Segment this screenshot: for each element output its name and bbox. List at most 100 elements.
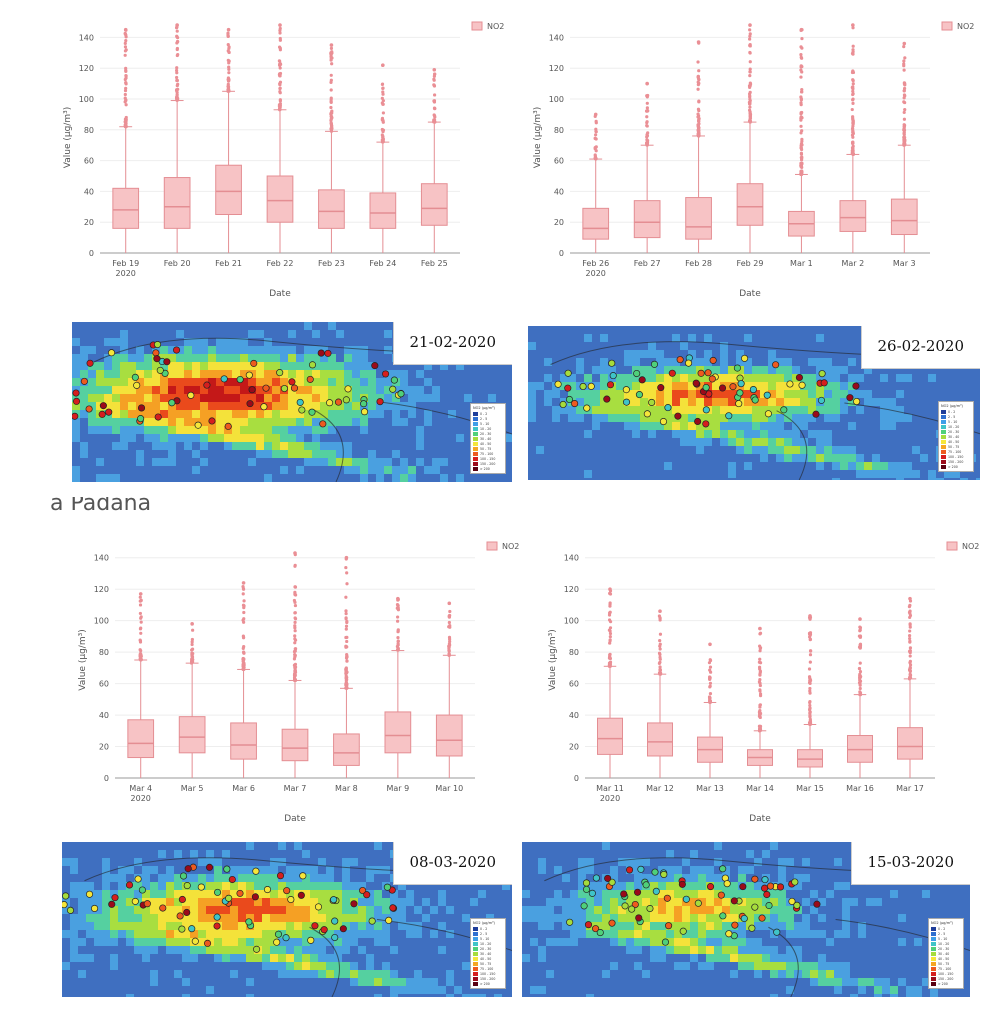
heat-cell [294, 978, 302, 986]
heat-cell [640, 470, 648, 478]
heat-cell [86, 938, 94, 946]
y-tick-label: 80 [84, 126, 94, 135]
heat-cell [262, 850, 270, 858]
heat-cell [448, 370, 456, 378]
heat-cell [422, 914, 430, 922]
heat-cell [278, 850, 286, 858]
heat-cell [72, 474, 80, 482]
heat-cell [262, 858, 270, 866]
heat-cell [342, 978, 350, 986]
heat-cell [86, 962, 94, 970]
heat-cell [400, 378, 408, 386]
heat-cell [318, 962, 326, 970]
monitoring-station [709, 356, 717, 364]
heat-cell [126, 906, 134, 914]
heat-cell [80, 402, 88, 410]
heat-cell [552, 398, 560, 406]
heat-cell [712, 342, 720, 350]
outlier-point [293, 673, 297, 677]
heat-cell [560, 406, 568, 414]
legend-swatch [473, 416, 478, 421]
heat-cell [422, 954, 430, 962]
heat-cell [70, 978, 78, 986]
heat-cell [336, 378, 344, 386]
heat-cell [238, 938, 246, 946]
heat-cell [744, 390, 752, 398]
heat-cell [584, 470, 592, 478]
heat-cell [326, 978, 334, 986]
heat-cell [158, 898, 166, 906]
heat-cell [104, 402, 112, 410]
heat-cell [422, 938, 430, 946]
heat-cell [342, 938, 350, 946]
heat-cell [552, 350, 560, 358]
heat-cell [616, 398, 624, 406]
heat-cell [174, 866, 182, 874]
heat-cell [440, 450, 448, 458]
heat-cell [720, 422, 728, 430]
heat-cell [80, 386, 88, 394]
heat-cell [262, 874, 270, 882]
heat-cell [206, 930, 214, 938]
heat-cell [352, 434, 360, 442]
heat-cell [656, 398, 664, 406]
y-tick-label: 60 [554, 157, 564, 166]
heat-cell [440, 426, 448, 434]
monitoring-station [818, 370, 826, 378]
heat-cell [270, 890, 278, 898]
heat-cell [102, 922, 110, 930]
outlier-point [808, 691, 812, 695]
heat-cell [254, 906, 262, 914]
heat-cell [208, 402, 216, 410]
heat-cell [334, 842, 342, 850]
heat-cell [400, 386, 408, 394]
box-iqr [597, 717, 623, 755]
outlier-point [658, 642, 662, 646]
legend-range-label: > 200 [948, 464, 958, 469]
legend-swatch [941, 414, 946, 419]
heat-cell [70, 922, 78, 930]
heat-cell [456, 370, 464, 378]
heat-cell [174, 946, 182, 954]
heat-cell [384, 466, 392, 474]
heat-cell [432, 450, 440, 458]
heat-cell [560, 390, 568, 398]
heat-cell [182, 922, 190, 930]
outlier-point [808, 711, 812, 715]
heat-cell [192, 394, 200, 402]
heat-cell [414, 930, 422, 938]
heat-cell [462, 890, 470, 898]
monitoring-station [657, 384, 665, 392]
heat-cell [502, 906, 510, 914]
heat-cell [920, 454, 928, 462]
heat-cell [208, 354, 216, 362]
outlier-point [799, 142, 804, 146]
heat-cell [152, 322, 160, 330]
heat-cell [888, 478, 896, 480]
heat-cell [112, 426, 120, 434]
heat-cell [376, 354, 384, 362]
heat-cell [680, 350, 688, 358]
heat-cell [168, 338, 176, 346]
heat-cell [134, 938, 142, 946]
heat-cell [232, 362, 240, 370]
heat-cell [94, 842, 102, 850]
heat-cell [382, 898, 390, 906]
heat-cell [254, 914, 262, 922]
heat-cell [424, 426, 432, 434]
heat-cell [190, 970, 198, 978]
heat-cell [848, 398, 856, 406]
heat-cell [152, 386, 160, 394]
heat-cell [246, 930, 254, 938]
monitoring-station [163, 358, 171, 366]
legend-label: NO2 [957, 22, 974, 31]
heat-cell [792, 326, 800, 334]
heat-cell [400, 458, 408, 466]
heat-cell [816, 390, 824, 398]
heat-cell [70, 930, 78, 938]
heat-cell [430, 970, 438, 978]
heat-cell [832, 326, 840, 334]
heat-cell [270, 842, 278, 850]
monitoring-station [153, 355, 161, 363]
